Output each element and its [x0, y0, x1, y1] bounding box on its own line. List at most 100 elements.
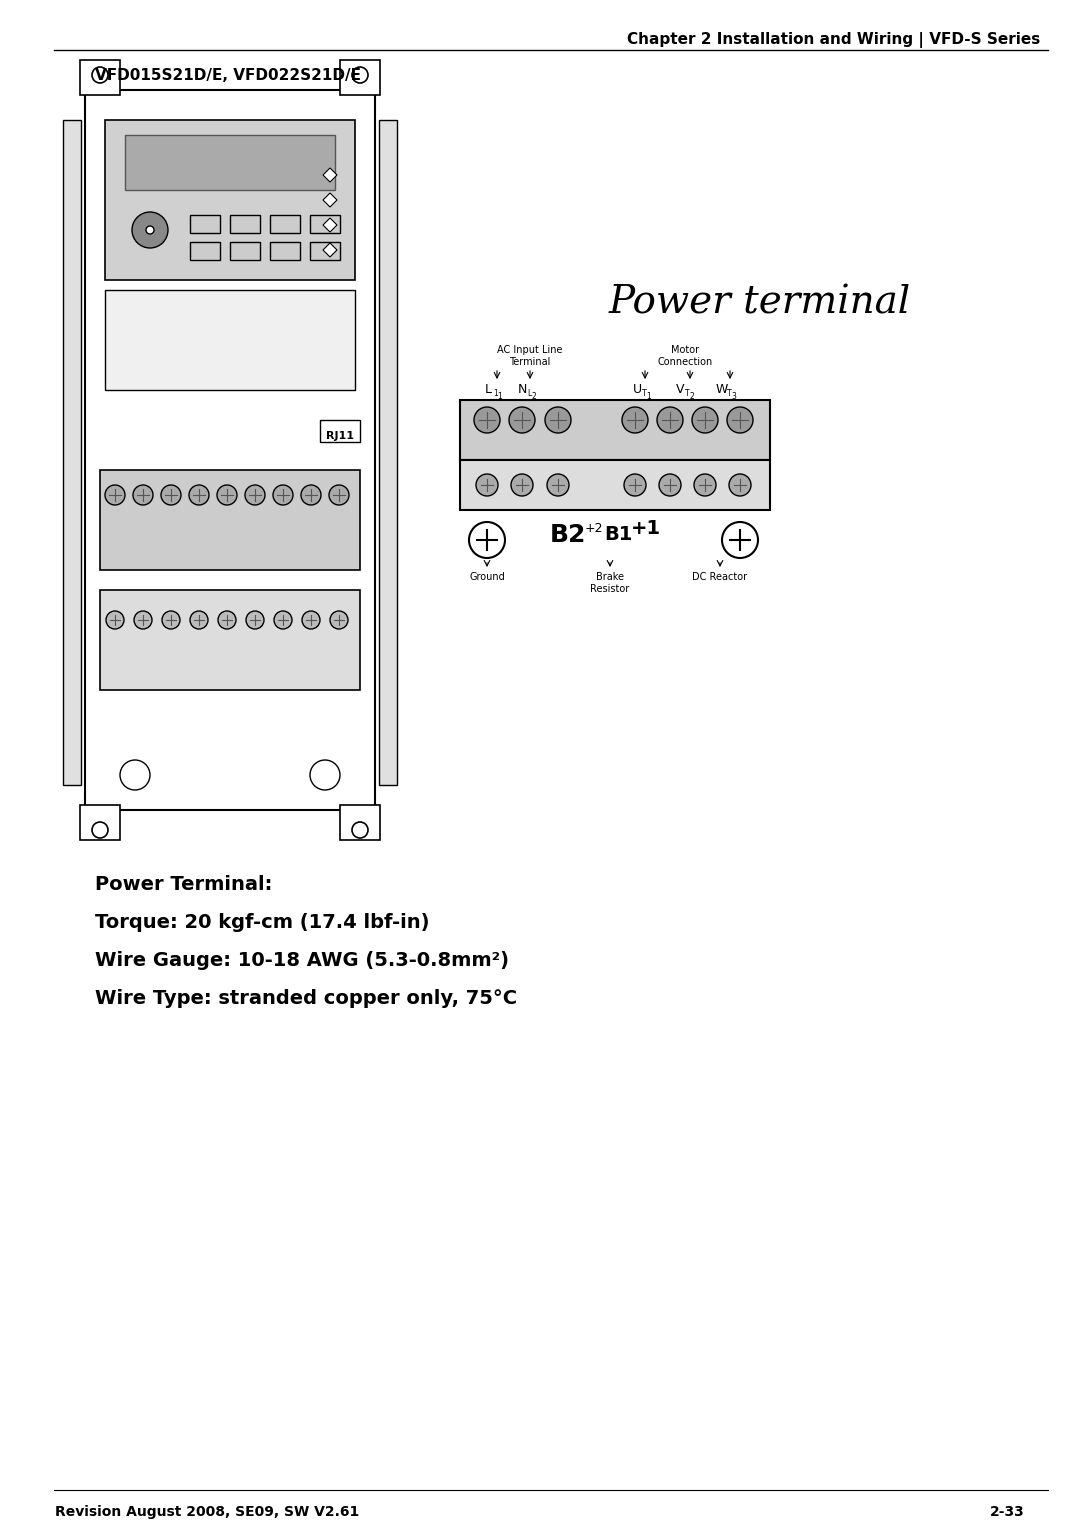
Circle shape [310, 759, 340, 790]
Circle shape [474, 407, 500, 433]
Circle shape [659, 474, 681, 495]
Text: L: L [527, 390, 531, 397]
Bar [80, 60, 120, 95]
Circle shape [694, 474, 716, 495]
Polygon shape [323, 242, 337, 258]
Bar [379, 120, 397, 785]
Circle shape [723, 522, 758, 558]
Text: 2: 2 [531, 393, 536, 400]
Bar [230, 242, 260, 259]
Text: +2: +2 [584, 522, 604, 534]
Bar [190, 215, 220, 233]
Text: U: U [633, 384, 642, 396]
Bar [190, 242, 220, 259]
Text: Torque: 20 kgf-cm (17.4 lbf-in): Torque: 20 kgf-cm (17.4 lbf-in) [95, 913, 430, 933]
Circle shape [120, 759, 150, 790]
Bar [460, 460, 770, 509]
Bar [230, 215, 260, 233]
Circle shape [218, 611, 237, 629]
Circle shape [190, 611, 208, 629]
Text: DC Reactor: DC Reactor [692, 572, 747, 581]
Text: VFD015S21D/E, VFD022S21D/E: VFD015S21D/E, VFD022S21D/E [95, 67, 361, 83]
Text: RJ11: RJ11 [326, 431, 354, 440]
Text: 3: 3 [731, 393, 735, 400]
Text: Ground: Ground [469, 572, 504, 581]
Circle shape [161, 485, 181, 505]
Bar [100, 469, 360, 571]
Text: +1: +1 [631, 518, 661, 537]
Text: 2-33: 2-33 [990, 1505, 1025, 1519]
Text: T: T [642, 390, 647, 397]
Circle shape [106, 611, 124, 629]
Text: Brake
Resistor: Brake Resistor [591, 572, 630, 594]
Bar [105, 120, 355, 281]
Text: T: T [727, 390, 731, 397]
Circle shape [729, 474, 751, 495]
Text: Motor
Connection: Motor Connection [658, 345, 713, 368]
Circle shape [301, 485, 321, 505]
Text: 1: 1 [497, 393, 502, 400]
Circle shape [189, 485, 210, 505]
Text: Power terminal: Power terminal [609, 285, 912, 322]
Circle shape [105, 485, 125, 505]
Bar [340, 805, 380, 841]
Circle shape [274, 611, 292, 629]
Bar [63, 120, 81, 785]
Text: Wire Gauge: 10-18 AWG (5.3-0.8mm²): Wire Gauge: 10-18 AWG (5.3-0.8mm²) [95, 951, 509, 969]
Circle shape [146, 225, 154, 235]
Circle shape [132, 212, 168, 249]
Text: B2: B2 [550, 523, 586, 548]
Text: 1: 1 [646, 393, 651, 400]
Bar [340, 60, 380, 95]
Circle shape [330, 611, 348, 629]
Circle shape [352, 822, 368, 838]
Text: Revision August 2008, SE09, SW V2.61: Revision August 2008, SE09, SW V2.61 [55, 1505, 360, 1519]
Text: Power Terminal:: Power Terminal: [95, 874, 272, 894]
Bar [270, 215, 300, 233]
Circle shape [329, 485, 349, 505]
Circle shape [545, 407, 571, 433]
Text: Wire Type: stranded copper only, 75°C: Wire Type: stranded copper only, 75°C [95, 989, 517, 1008]
Circle shape [217, 485, 237, 505]
Text: L: L [485, 384, 491, 396]
Text: V: V [676, 384, 685, 396]
Circle shape [546, 474, 569, 495]
Bar [270, 242, 300, 259]
Bar [310, 215, 340, 233]
Bar [310, 242, 340, 259]
Circle shape [246, 611, 264, 629]
Polygon shape [323, 193, 337, 207]
Text: 2: 2 [689, 393, 693, 400]
Circle shape [509, 407, 535, 433]
Circle shape [657, 407, 683, 433]
Circle shape [727, 407, 753, 433]
Circle shape [273, 485, 293, 505]
Circle shape [92, 822, 108, 838]
Text: Chapter 2 Installation and Wiring | VFD-S Series: Chapter 2 Installation and Wiring | VFD-… [626, 32, 1040, 48]
Circle shape [133, 485, 153, 505]
Bar [105, 290, 355, 390]
Text: B1: B1 [604, 526, 632, 545]
Circle shape [134, 611, 152, 629]
Circle shape [511, 474, 534, 495]
Circle shape [622, 407, 648, 433]
Text: T: T [685, 390, 690, 397]
Bar [85, 91, 375, 810]
Text: W: W [716, 384, 728, 396]
Circle shape [692, 407, 718, 433]
Bar [80, 805, 120, 841]
Text: AC Input Line
Terminal: AC Input Line Terminal [497, 345, 563, 368]
Polygon shape [323, 169, 337, 183]
Circle shape [92, 67, 108, 83]
Bar [100, 591, 360, 690]
Circle shape [162, 611, 180, 629]
Circle shape [245, 485, 265, 505]
Circle shape [476, 474, 498, 495]
Bar [460, 400, 770, 460]
Polygon shape [323, 218, 337, 232]
Circle shape [302, 611, 320, 629]
Text: N: N [517, 384, 527, 396]
Bar [320, 420, 360, 442]
Circle shape [624, 474, 646, 495]
Circle shape [352, 67, 368, 83]
